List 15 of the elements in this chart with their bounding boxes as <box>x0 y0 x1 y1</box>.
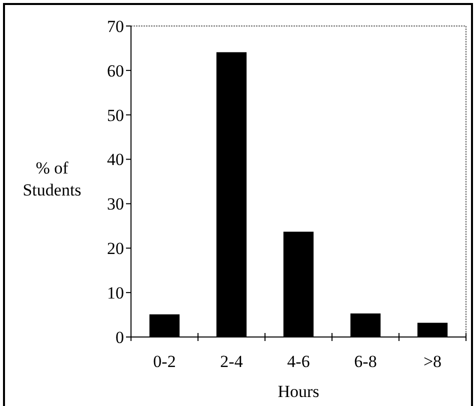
x-tick-label: 4-6 <box>287 352 310 371</box>
x-axis-title: Hours <box>278 382 320 401</box>
y-tick-label: 50 <box>107 106 124 125</box>
x-tick-label: 2-4 <box>220 352 244 371</box>
y-tick-label: 0 <box>116 328 124 347</box>
x-tick-label: 0-2 <box>153 352 176 371</box>
y-tick-label: 70 <box>107 16 124 36</box>
y-tick-label: 30 <box>107 194 124 214</box>
x-tick-label: 6-8 <box>354 352 377 371</box>
y-tick-label: 40 <box>107 150 124 170</box>
x-tick-label: >8 <box>423 352 442 371</box>
y-tick-label: 20 <box>107 239 124 258</box>
y-tick-label: 60 <box>107 61 124 80</box>
y-axis-title: % of Students <box>22 158 82 200</box>
y-tick-label: 10 <box>107 284 124 303</box>
